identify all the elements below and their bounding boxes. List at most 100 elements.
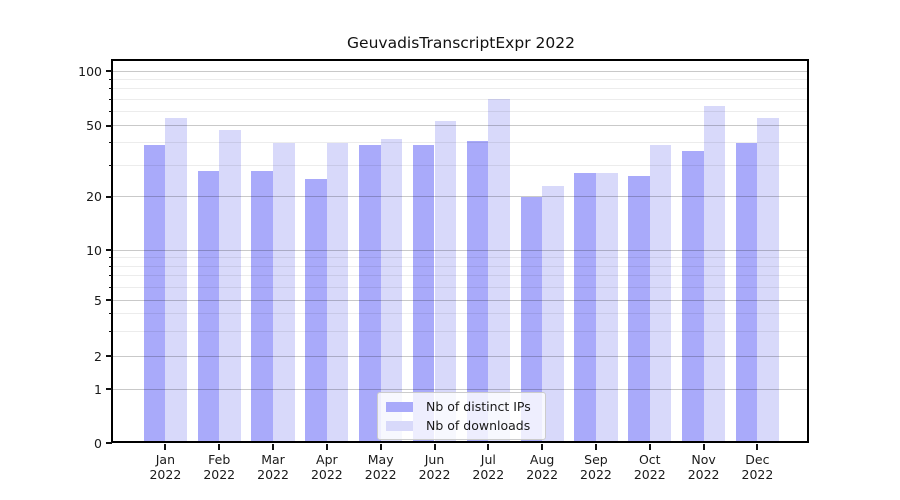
bar-nb-of-downloads-jun-2022 (434, 120, 457, 443)
y-minor-tick-70 (109, 98, 112, 100)
bar-nb-of-distinct-ips-sep-2022 (574, 173, 596, 443)
bar-nb-of-distinct-ips-nov-2022 (682, 151, 704, 443)
gridline-minor-8 (113, 265, 809, 267)
y-minor-tick-30 (109, 164, 112, 166)
gridline-major-2 (113, 355, 809, 357)
bar-nb-of-downloads-nov-2022 (703, 106, 726, 443)
bar-nb-of-downloads-oct-2022 (649, 144, 672, 443)
y-tick-label-50: 50 (86, 118, 102, 133)
x-tick-jan-2022 (164, 444, 167, 450)
legend-label-downloads: Nb of downloads (426, 418, 531, 433)
bar-nb-of-distinct-ips-jul-2022 (466, 140, 489, 443)
x-tick-may-2022 (379, 444, 382, 450)
gridline-major-1 (113, 388, 809, 390)
gridline-minor-3 (113, 330, 809, 332)
y-tick-100 (106, 70, 112, 72)
plot-area (113, 61, 809, 443)
y-minor-tick-40 (109, 142, 112, 144)
gridline-minor-90 (113, 78, 809, 80)
bar-nb-of-distinct-ips-oct-2022 (628, 176, 650, 443)
x-tick-label-dec-2022: Dec 2022 (741, 452, 774, 482)
x-tick-label-nov-2022: Nov 2022 (687, 452, 720, 482)
bar-nb-of-distinct-ips-aug-2022 (520, 196, 543, 443)
gridline-major-20 (113, 196, 809, 198)
y-tick-20 (106, 195, 112, 198)
x-tick-label-may-2022: May 2022 (364, 452, 397, 482)
x-tick-dec-2022 (756, 444, 759, 450)
gridline-minor-4 (113, 313, 809, 315)
y-tick-label-1: 1 (94, 381, 102, 397)
y-tick-2 (106, 355, 112, 357)
bar-nb-of-downloads-jul-2022 (488, 99, 510, 443)
bar-nb-of-distinct-ips-mar-2022 (251, 170, 274, 443)
gridline-minor-7 (113, 275, 809, 277)
x-tick-label-aug-2022: Aug 2022 (526, 452, 559, 482)
x-tick-label-feb-2022: Feb 2022 (203, 452, 236, 482)
y-tick-label-100: 100 (78, 63, 102, 79)
gridline-minor-6 (113, 286, 809, 288)
bar-nb-of-distinct-ips-dec-2022 (735, 142, 758, 443)
gridline-minor-40 (113, 142, 809, 144)
y-minor-tick-4 (109, 313, 112, 315)
bar-nb-of-downloads-dec-2022 (757, 118, 779, 443)
x-tick-label-mar-2022: Mar 2022 (257, 452, 289, 482)
bar-nb-of-distinct-ips-may-2022 (359, 144, 381, 443)
y-tick-label-2: 2 (94, 348, 102, 364)
y-tick-label-5: 5 (94, 292, 102, 308)
x-tick-apr-2022 (325, 444, 328, 450)
chart-title: GeuvadisTranscriptExpr 2022 (347, 34, 575, 52)
bar-nb-of-downloads-may-2022 (380, 139, 403, 443)
y-tick-5 (106, 299, 112, 302)
bar-nb-of-downloads-feb-2022 (219, 130, 241, 443)
x-tick-label-jul-2022: Jul 2022 (472, 452, 505, 482)
x-tick-oct-2022 (648, 444, 651, 450)
bar-nb-of-downloads-aug-2022 (542, 185, 564, 443)
bar-nb-of-downloads-jan-2022 (165, 118, 187, 443)
x-tick-nov-2022 (702, 444, 705, 450)
y-minor-tick-3 (109, 330, 112, 332)
y-tick-0 (106, 442, 112, 444)
x-tick-sep-2022 (594, 444, 597, 450)
gridline-minor-70 (113, 98, 809, 100)
x-tick-label-jun-2022: Jun 2022 (418, 452, 451, 482)
x-tick-jun-2022 (433, 444, 436, 450)
y-minor-tick-7 (109, 275, 112, 277)
gridline-major-10 (113, 249, 809, 251)
bar-nb-of-distinct-ips-feb-2022 (197, 170, 220, 443)
gridline-major-5 (113, 299, 809, 301)
y-tick-10 (106, 249, 112, 251)
y-minor-tick-60 (109, 110, 112, 112)
legend-swatch-downloads (386, 420, 413, 431)
x-tick-aug-2022 (541, 444, 544, 450)
legend-item-downloads: Nb of downloads (386, 417, 531, 434)
gridline-major-50 (113, 125, 809, 126)
gridline-minor-80 (113, 88, 809, 90)
x-tick-mar-2022 (272, 444, 275, 450)
legend-swatch-distinct-ips (386, 401, 413, 412)
legend-item-distinct-ips: Nb of distinct IPs (386, 398, 531, 415)
y-tick-50 (106, 124, 112, 127)
x-tick-feb-2022 (218, 444, 221, 450)
bar-nb-of-downloads-apr-2022 (326, 142, 349, 443)
bar-nb-of-downloads-mar-2022 (273, 142, 295, 443)
y-tick-label-0: 0 (94, 435, 102, 451)
y-minor-tick-6 (109, 286, 112, 288)
gridline-major-100 (113, 70, 809, 72)
x-tick-label-apr-2022: Apr 2022 (310, 452, 343, 482)
y-tick-label-10: 10 (86, 242, 102, 258)
gridline-minor-9 (113, 257, 809, 259)
legend-label-distinct-ips: Nb of distinct IPs (426, 399, 531, 414)
x-tick-label-sep-2022: Sep 2022 (580, 452, 612, 482)
bar-nb-of-distinct-ips-apr-2022 (305, 179, 327, 443)
gridline-minor-60 (113, 110, 809, 112)
bar-nb-of-downloads-sep-2022 (595, 173, 618, 443)
y-minor-tick-90 (109, 78, 112, 80)
y-tick-1 (106, 388, 112, 390)
x-tick-jul-2022 (487, 444, 490, 450)
x-tick-label-oct-2022: Oct 2022 (633, 452, 666, 482)
y-minor-tick-8 (109, 265, 112, 267)
y-tick-label-20: 20 (86, 189, 102, 205)
bar-nb-of-distinct-ips-jun-2022 (412, 144, 435, 443)
x-tick-label-jan-2022: Jan 2022 (149, 452, 182, 482)
